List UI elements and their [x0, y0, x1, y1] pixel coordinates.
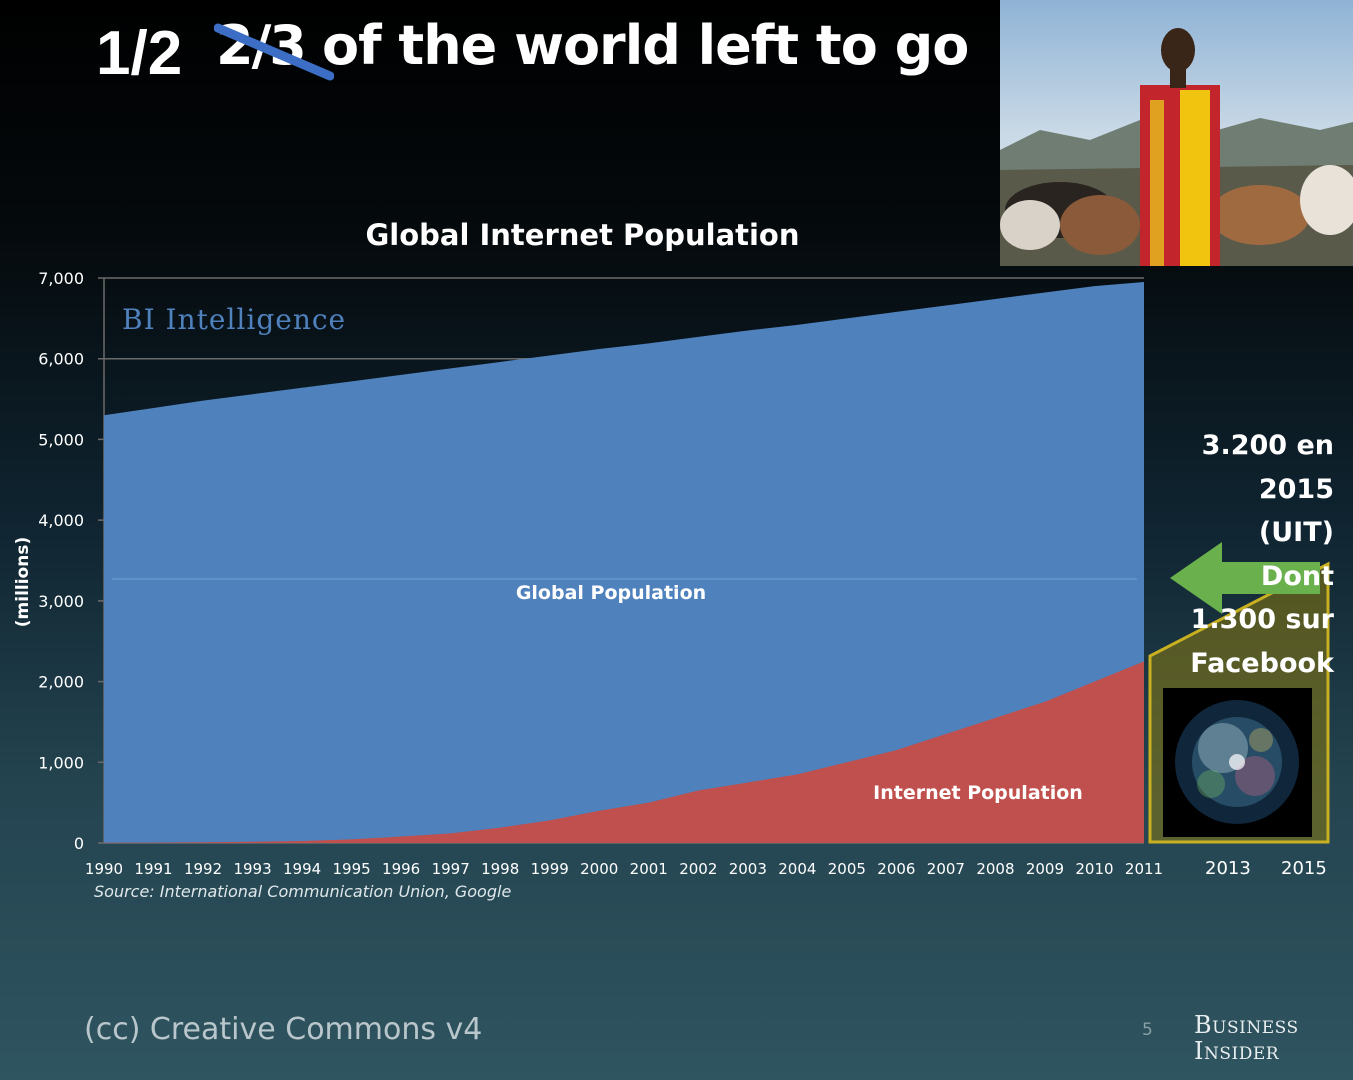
- chart-title: Global Internet Population: [365, 218, 800, 252]
- x-tick-label: 2008: [976, 860, 1014, 878]
- x-tick-label: 2002: [679, 860, 717, 878]
- x-tick-labels: 1990 1991 1992 1993 1994 1995 1996 1997 1998 1999…: [85, 860, 1163, 878]
- title-new-fraction: 1/2: [96, 19, 183, 88]
- year-label-2013: 2013: [1205, 858, 1251, 879]
- y-tick-label: 6,000: [38, 350, 84, 369]
- x-tick-label: 2009: [1026, 860, 1064, 878]
- side-note-line: 3.200 en: [1201, 430, 1334, 461]
- x-tick-label: 2005: [828, 860, 866, 878]
- x-tick-label: 1995: [333, 860, 371, 878]
- area-chart: 0 1,000 2,000 3,000 4,000 5,000 6,000 7,000 199…: [13, 269, 1163, 878]
- y-tick-label: 4,000: [38, 511, 84, 530]
- x-tick-label: 1990: [85, 860, 123, 878]
- x-tick-label: 1999: [531, 860, 569, 878]
- x-tick-label: 1996: [382, 860, 420, 878]
- global-population-area: [104, 282, 1144, 843]
- page-number: 5: [1142, 1020, 1153, 1040]
- chart-source: Source: International Communication Unio…: [94, 882, 512, 901]
- y-axis-label: (millions): [13, 537, 33, 627]
- logo-line-1: Business: [1194, 1011, 1299, 1039]
- business-insider-logo: Business Insider: [1194, 1012, 1312, 1064]
- x-tick-label: 1991: [134, 860, 172, 878]
- y-tick-label: 0: [74, 834, 84, 853]
- internet-population-label: Internet Population: [873, 782, 1083, 804]
- herder-photo: [1000, 0, 1353, 266]
- y-tick-labels: 0 1,000 2,000 3,000 4,000 5,000 6,000 7,000: [38, 269, 84, 853]
- y-tick-label: 7,000: [38, 269, 84, 288]
- year-label-2015: 2015: [1281, 858, 1327, 879]
- strike-line: [214, 23, 334, 81]
- side-note-line: (UIT): [1258, 517, 1334, 548]
- y-tick-label: 1,000: [38, 753, 84, 772]
- side-note-line: 1.300 sur: [1190, 604, 1334, 635]
- y-tick-label: 3,000: [38, 592, 84, 611]
- x-tick-label: 2006: [877, 860, 915, 878]
- internet-map-image: [1163, 688, 1312, 837]
- x-tick-label: 1992: [184, 860, 222, 878]
- x-tick-label: 2001: [630, 860, 668, 878]
- x-tick-label: 1994: [283, 860, 321, 878]
- x-tick-label: 2007: [927, 860, 965, 878]
- x-tick-label: 1993: [233, 860, 271, 878]
- internet-population-area: [104, 661, 1144, 843]
- global-population-label: Global Population: [516, 582, 706, 604]
- x-tick-label: 2003: [729, 860, 767, 878]
- green-arrow: [1170, 542, 1320, 614]
- title-text: of the world left to go: [322, 14, 969, 77]
- y-tick-label: 5,000: [38, 430, 84, 449]
- x-tick-label: 2004: [778, 860, 816, 878]
- x-tick-label: 2011: [1125, 860, 1163, 878]
- side-note-line: Dont: [1260, 560, 1334, 592]
- x-tick-label: 2010: [1075, 860, 1113, 878]
- logo-line-2: Insider: [1194, 1037, 1280, 1065]
- bi-intelligence-watermark: BI Intelligence: [122, 303, 346, 336]
- x-tick-label: 1997: [432, 860, 470, 878]
- x-tick-label: 1998: [481, 860, 519, 878]
- side-note-line: Facebook: [1190, 647, 1334, 679]
- x-tick-label: 2000: [580, 860, 618, 878]
- side-note: 3.200 en 2015 (UIT) Dont 1.300 sur Faceb…: [1170, 424, 1334, 685]
- y-tick-label: 2,000: [38, 673, 84, 692]
- footer-license: (cc) Creative Commons v4: [84, 1012, 483, 1047]
- side-note-line: 2015: [1258, 473, 1334, 505]
